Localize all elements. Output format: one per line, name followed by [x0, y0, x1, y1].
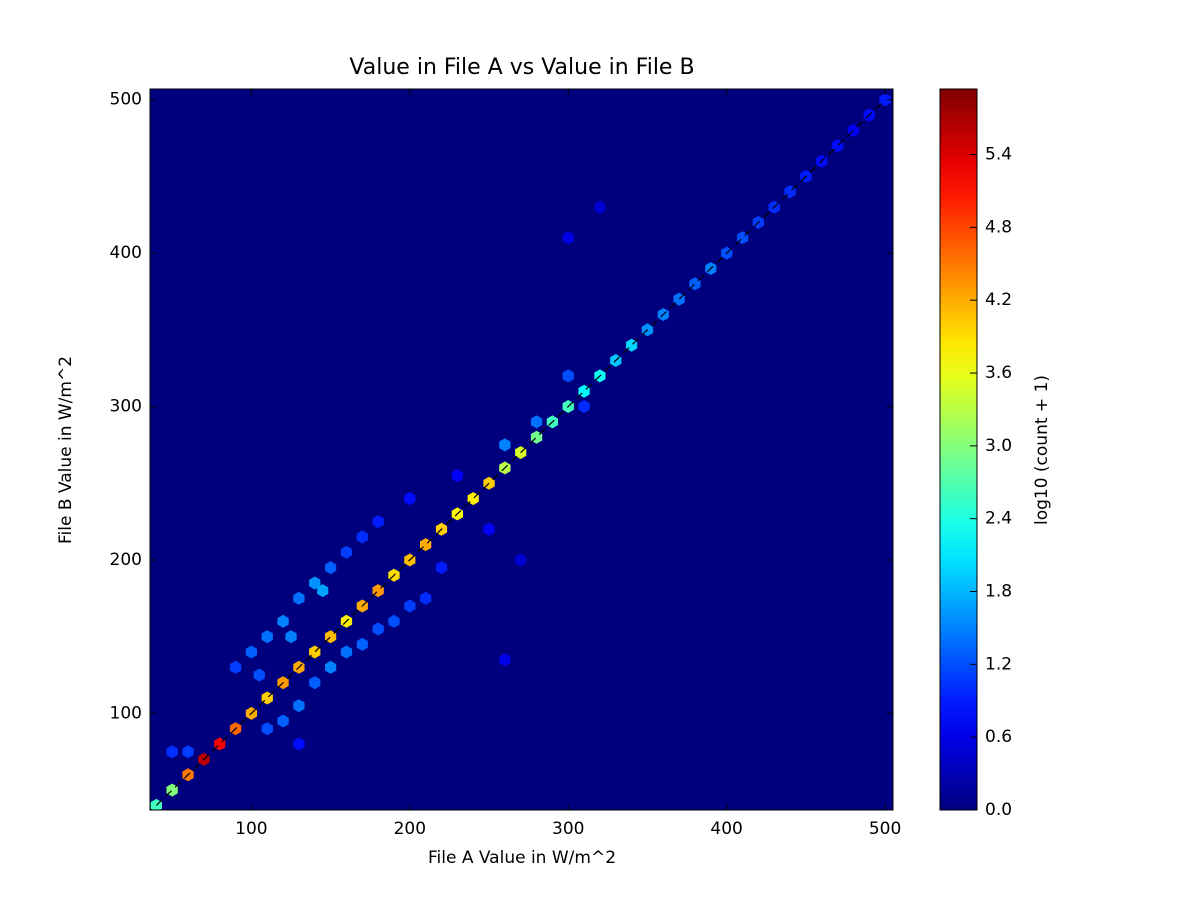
x-axis-label: File A Value in W/m^2: [428, 848, 616, 868]
hex-cell: [253, 668, 265, 682]
hex-cell: [293, 591, 305, 605]
hex-cell: [499, 653, 511, 667]
hex-cell: [340, 545, 353, 559]
hexbin-cells: [150, 93, 891, 810]
hex-cell: [562, 231, 574, 245]
hex-cell: [404, 492, 416, 506]
hex-cell: [325, 561, 337, 575]
plot-frame: [149, 88, 894, 811]
hex-cell: [340, 645, 353, 659]
colorbar-tick-label: 4.8: [985, 217, 1012, 237]
x-tick-label: 200: [394, 819, 426, 839]
colorbar-tick-label: 2.4: [985, 509, 1012, 529]
hex-cell: [229, 660, 242, 674]
hex-cell: [317, 584, 329, 598]
hex-cell: [293, 737, 305, 751]
y-axis-label: File B Value in W/m^2: [56, 356, 76, 544]
colorbar-tick-label: 0.6: [985, 727, 1012, 747]
y-tick-label: 500: [110, 90, 142, 110]
y-tick-label: 300: [110, 397, 142, 417]
hex-cell: [879, 93, 891, 107]
x-tick-label: 400: [710, 819, 742, 839]
colorbar-tick-label: 5.4: [985, 145, 1012, 165]
hex-cell: [325, 660, 337, 674]
colorbar-tick-label: 0.0: [985, 800, 1012, 820]
hex-cell: [277, 714, 289, 728]
hex-cell: [404, 599, 416, 613]
hex-cell: [578, 400, 590, 413]
hex-cell: [483, 522, 495, 536]
hex-cell: [435, 561, 448, 575]
hex-cell: [420, 591, 432, 605]
chart-title: Value in File A vs Value in File B: [349, 55, 694, 80]
colorbar-tick-label: 3.0: [985, 436, 1012, 456]
hex-cell: [285, 630, 297, 644]
hex-cell: [166, 745, 178, 759]
colorbar: [939, 88, 978, 811]
hex-cell: [388, 614, 400, 628]
hex-cell: [182, 745, 194, 759]
hex-cell: [293, 699, 305, 713]
hex-cell: [277, 614, 289, 628]
hex-cell: [372, 622, 384, 636]
colorbar-tick-label: 4.2: [985, 290, 1012, 310]
colorbar-tick-label: 1.8: [985, 582, 1012, 602]
hex-cell: [372, 515, 384, 529]
x-tick-label: 500: [869, 819, 901, 839]
hex-cell: [594, 200, 606, 214]
hex-cell: [530, 415, 543, 429]
hex-cell: [562, 369, 574, 383]
reference-line: [155, 99, 886, 806]
y-tick-label: 400: [110, 243, 142, 263]
hex-cell: [499, 438, 511, 452]
x-tick-label: 300: [552, 819, 584, 839]
hex-cell: [150, 798, 162, 810]
hex-cell: [356, 637, 368, 651]
colorbar-label: log10 (count + 1): [1032, 375, 1052, 525]
hex-cell: [261, 722, 273, 736]
y-tick-label: 100: [110, 703, 142, 723]
y-tick-label: 200: [110, 550, 142, 570]
hex-cell: [356, 530, 368, 544]
colorbar-tick-label: 3.6: [985, 363, 1012, 383]
hex-cell: [309, 676, 321, 690]
hex-cell: [245, 645, 257, 659]
hex-cell: [261, 630, 273, 644]
colorbar-tick-label: 1.2: [985, 654, 1012, 674]
hex-cell: [309, 576, 321, 590]
hex-cell: [451, 469, 463, 483]
hex-cell: [515, 553, 527, 567]
x-tick-label: 100: [235, 819, 267, 839]
